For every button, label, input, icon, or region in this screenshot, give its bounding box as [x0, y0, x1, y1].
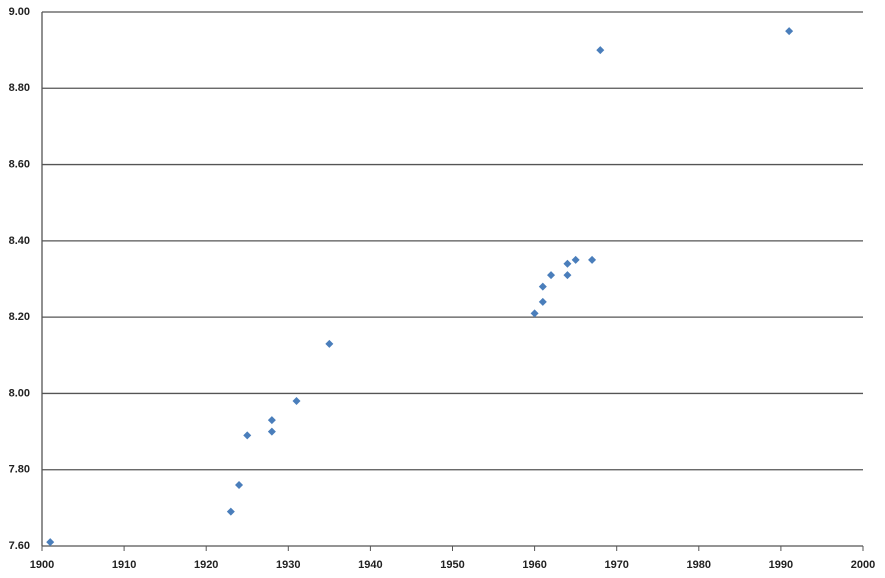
y-tick-label: 7.60: [9, 540, 30, 552]
point: [530, 309, 539, 318]
y-tick-label: 9.00: [9, 6, 30, 18]
point: [538, 282, 547, 291]
x-tick-label: 1970: [604, 559, 628, 571]
x-tick-label: 1980: [687, 559, 711, 571]
point: [547, 271, 556, 280]
point: [325, 339, 334, 348]
x-tick-label: 1900: [30, 559, 54, 571]
x-tick-label: 1960: [522, 559, 546, 571]
y-tick-label: 7.80: [9, 464, 30, 476]
x-tick-label: 1930: [276, 559, 300, 571]
point: [267, 427, 276, 436]
point: [596, 46, 605, 55]
x-tick-label: 1920: [194, 559, 218, 571]
point: [267, 416, 276, 425]
point: [235, 480, 244, 489]
y-tick-label: 8.20: [9, 311, 30, 323]
y-tick-label: 8.60: [9, 158, 30, 170]
y-tick-label: 8.00: [9, 387, 30, 399]
point: [571, 255, 580, 264]
point: [588, 255, 597, 264]
x-tick-label: 2000: [851, 559, 875, 571]
point: [785, 27, 794, 36]
point: [243, 431, 252, 440]
point: [538, 297, 547, 306]
x-tick-label: 1950: [440, 559, 464, 571]
x-tick-label: 1940: [358, 559, 382, 571]
point: [226, 507, 235, 516]
point: [563, 271, 572, 280]
point: [46, 538, 55, 547]
y-tick-label: 8.40: [9, 235, 30, 247]
x-tick-label: 1910: [112, 559, 136, 571]
y-tick-label: 8.80: [9, 82, 30, 94]
x-tick-label: 1990: [769, 559, 793, 571]
point: [563, 259, 572, 268]
point: [292, 397, 301, 406]
